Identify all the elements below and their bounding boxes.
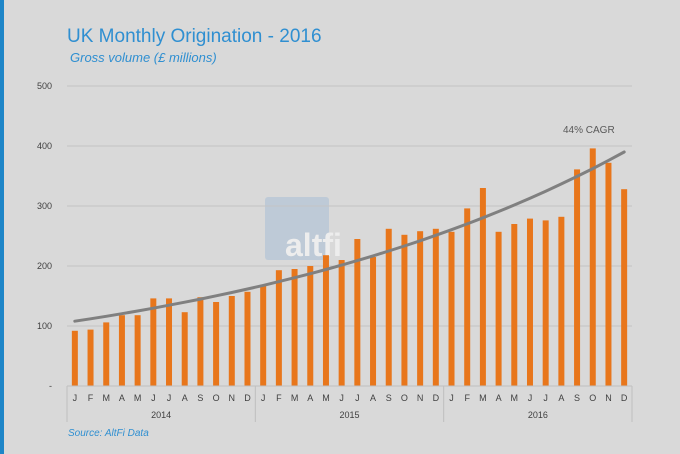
bar bbox=[354, 239, 361, 386]
watermark-box bbox=[265, 197, 329, 260]
bars bbox=[71, 148, 628, 386]
bar bbox=[605, 162, 612, 386]
x-tick-label: J bbox=[449, 393, 454, 403]
x-tick-label: M bbox=[511, 393, 519, 403]
bar bbox=[228, 296, 235, 386]
bar bbox=[291, 269, 298, 386]
bar bbox=[87, 329, 94, 386]
bar bbox=[621, 189, 628, 386]
year-labels: 2014 2015 2016 bbox=[151, 410, 548, 420]
bar bbox=[526, 218, 533, 386]
x-tick-label: J bbox=[339, 393, 344, 403]
bar bbox=[558, 216, 565, 386]
x-tick-label: M bbox=[102, 393, 110, 403]
x-tick-label: A bbox=[496, 393, 502, 403]
x-tick-label: M bbox=[322, 393, 330, 403]
x-tick-label: J bbox=[528, 393, 533, 403]
bar bbox=[71, 330, 78, 386]
bar bbox=[118, 315, 125, 386]
bar bbox=[197, 297, 204, 386]
x-tick-label: S bbox=[386, 393, 392, 403]
x-tick-label: J bbox=[73, 393, 78, 403]
cagr-annotation: 44% CAGR bbox=[563, 125, 615, 136]
bar bbox=[307, 266, 314, 386]
x-tick-label: J bbox=[355, 393, 360, 403]
bar bbox=[338, 260, 345, 386]
x-tick-label: M bbox=[134, 393, 142, 403]
bar bbox=[385, 228, 392, 386]
bar bbox=[166, 298, 173, 386]
x-tick-label: O bbox=[589, 393, 596, 403]
bar bbox=[134, 315, 141, 386]
trend-line-group bbox=[73, 150, 626, 323]
x-tick-label: D bbox=[621, 393, 628, 403]
x-tick-label: N bbox=[229, 393, 236, 403]
x-tick-label: N bbox=[605, 393, 612, 403]
x-tick-label: J bbox=[261, 393, 266, 403]
left-accent-bar bbox=[0, 0, 4, 454]
bar bbox=[432, 228, 439, 386]
year-label: 2016 bbox=[528, 410, 548, 420]
x-tick-label: N bbox=[417, 393, 424, 403]
bar bbox=[322, 255, 329, 386]
year-label: 2015 bbox=[339, 410, 359, 420]
bar bbox=[448, 231, 455, 386]
x-tick-label: M bbox=[291, 393, 299, 403]
bar bbox=[244, 291, 251, 386]
bar bbox=[464, 208, 471, 386]
x-tick-label: A bbox=[370, 393, 376, 403]
bar bbox=[479, 188, 486, 386]
y-axis: - 100 200 300 400 500 bbox=[37, 81, 52, 391]
x-tick-label: A bbox=[307, 393, 313, 403]
y-tick-label: 200 bbox=[37, 261, 52, 271]
bar bbox=[150, 298, 157, 386]
bar bbox=[275, 270, 282, 386]
watermark-text: altfi bbox=[285, 227, 342, 263]
x-tick-label: J bbox=[151, 393, 156, 403]
x-tick-label: F bbox=[88, 393, 94, 403]
x-tick-label: A bbox=[558, 393, 564, 403]
x-tick-label: D bbox=[433, 393, 440, 403]
bar bbox=[370, 257, 377, 386]
bar bbox=[260, 285, 267, 386]
x-tick-label: F bbox=[276, 393, 282, 403]
x-tick-label: A bbox=[119, 393, 125, 403]
y-tick-label: 300 bbox=[37, 201, 52, 211]
y-tick-label: 500 bbox=[37, 81, 52, 91]
bar bbox=[542, 220, 549, 386]
bar bbox=[511, 224, 518, 386]
bar bbox=[417, 231, 424, 386]
x-tick-label: M bbox=[479, 393, 487, 403]
trend-line bbox=[73, 150, 626, 323]
bar bbox=[574, 169, 581, 386]
bar bbox=[589, 148, 596, 386]
y-tick-label: - bbox=[49, 381, 52, 391]
y-tick-label: 400 bbox=[37, 141, 52, 151]
x-tick-label: S bbox=[574, 393, 580, 403]
chart-title: UK Monthly Origination - 2016 bbox=[67, 26, 322, 47]
x-tick-label: D bbox=[244, 393, 251, 403]
x-tick-label: O bbox=[213, 393, 220, 403]
bar bbox=[181, 312, 188, 386]
chart-subtitle: Gross volume (£ millions) bbox=[70, 50, 217, 65]
x-tick-label: S bbox=[197, 393, 203, 403]
x-tick-label: O bbox=[401, 393, 408, 403]
x-tick-label: F bbox=[464, 393, 470, 403]
source-note: Source: AltFi Data bbox=[68, 428, 149, 439]
x-tick-label: A bbox=[182, 393, 188, 403]
y-tick-label: 100 bbox=[37, 321, 52, 331]
x-tick-label: J bbox=[167, 393, 172, 403]
bar bbox=[401, 234, 408, 386]
bar bbox=[495, 231, 502, 386]
altfi-watermark: altfi bbox=[265, 197, 342, 263]
bar bbox=[103, 322, 110, 386]
year-label: 2014 bbox=[151, 410, 171, 420]
bar bbox=[213, 302, 220, 386]
x-tick-label: J bbox=[543, 393, 548, 403]
